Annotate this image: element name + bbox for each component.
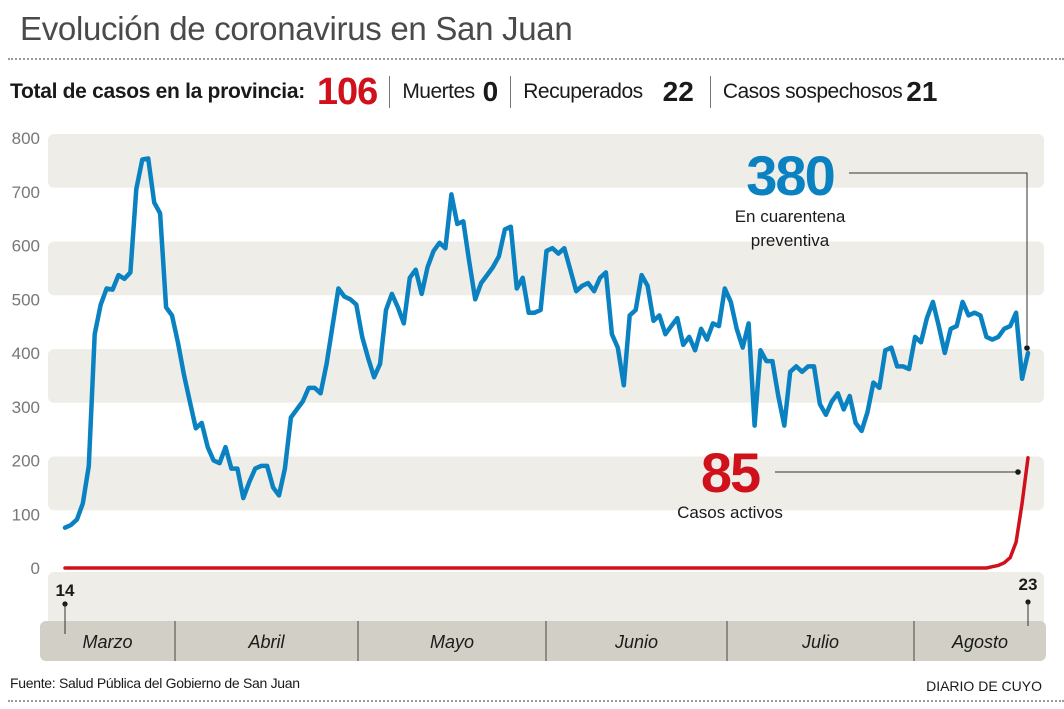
stats-bar: Total de casos en la provincia: 106 Muer… [10, 70, 938, 113]
suspected-label: Casos sospechosos [722, 80, 903, 103]
month-axis: Marzo Abril Mayo Junio Julio Agosto [40, 621, 1046, 661]
footer-divider [8, 700, 1064, 702]
y-tick-label: 400 [12, 344, 40, 363]
y-tick-label: 500 [12, 290, 40, 309]
deaths-value: 0 [482, 76, 499, 107]
month-label-marzo: Marzo [82, 632, 132, 652]
active-label: Casos activos [677, 503, 783, 522]
y-tick-label: 700 [12, 183, 40, 202]
grid-band [48, 456, 1044, 511]
stats-separator [510, 76, 512, 108]
recovered-label: Recuperados [523, 80, 643, 103]
grid-band [48, 349, 1044, 403]
month-bar [40, 621, 1046, 661]
y-tick-label: 600 [12, 237, 40, 256]
total-cases-value: 106 [316, 70, 378, 113]
y-tick-label: 100 [12, 505, 40, 524]
chart-title: Evolución de coronavirus en San Juan [20, 10, 573, 47]
quarantine-label-line1: En cuarentena [735, 207, 846, 226]
y-axis: 0 100 200 300 400 500 600 700 800 [12, 129, 40, 578]
stats-separator [709, 76, 711, 108]
y-tick-label: 300 [12, 398, 40, 417]
grid-band [48, 572, 1044, 632]
title-divider [8, 58, 1064, 60]
month-label-abril: Abril [247, 632, 285, 652]
y-tick-label: 0 [31, 559, 40, 578]
quarantine-value: 380 [746, 144, 833, 207]
active-leader-dot [1015, 469, 1021, 475]
y-tick-label: 800 [12, 129, 40, 148]
total-cases-label: Total de casos en la provincia: [10, 80, 305, 103]
suspected-value: 21 [906, 76, 938, 107]
y-tick-label: 200 [12, 452, 40, 471]
annotations: 380 En cuarentena preventiva 85 Casos ac… [56, 144, 1038, 634]
active-value: 85 [701, 441, 760, 504]
grid-bands [48, 134, 1044, 632]
month-label-junio: Junio [614, 632, 658, 652]
source-note: Fuente: Salud Pública del Gobierno de Sa… [10, 675, 300, 691]
start-day-label: 14 [56, 581, 75, 600]
month-label-agosto: Agosto [951, 632, 1008, 652]
quarantine-leader-dot [1024, 345, 1030, 351]
series-line-active [63, 456, 1030, 570]
quarantine-label-line2: preventiva [751, 231, 830, 250]
recovered-value: 22 [662, 76, 694, 107]
brand-credit: DIARIO DE CUYO [926, 678, 1042, 694]
stats-separator [389, 76, 391, 108]
series-line-quarantine [62, 156, 1031, 530]
month-label-mayo: Mayo [430, 632, 474, 652]
quarantine-leader-line [849, 172, 1028, 345]
month-label-julio: Julio [801, 632, 839, 652]
grid-band [48, 134, 1044, 188]
deaths-label: Muertes [402, 80, 475, 103]
end-day-label: 23 [1019, 575, 1038, 594]
